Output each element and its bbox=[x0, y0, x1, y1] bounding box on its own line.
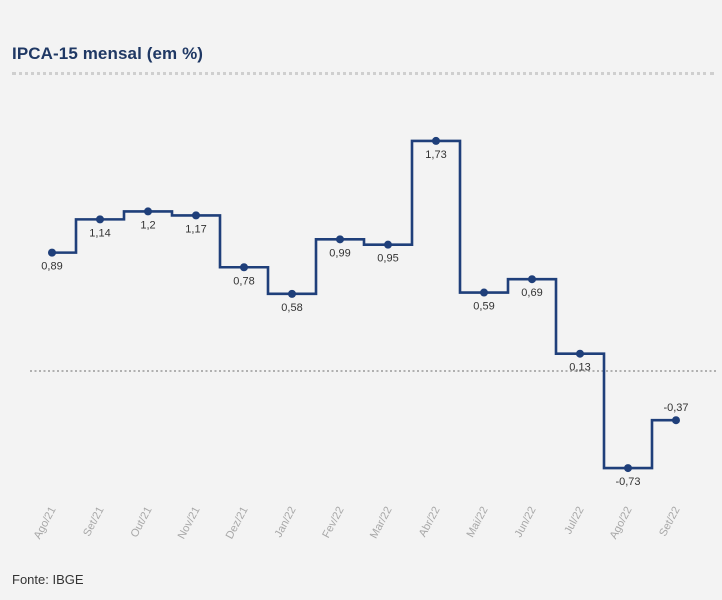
x-tick-label: Jul/22 bbox=[562, 505, 586, 537]
data-point-dez-21 bbox=[240, 263, 248, 272]
x-tick-label: Ago/21 bbox=[32, 505, 59, 541]
title-divider bbox=[12, 72, 714, 75]
data-label-mai-22: 0,59 bbox=[473, 301, 494, 313]
x-tick-label: Dez/21 bbox=[224, 505, 251, 541]
data-point-set-22 bbox=[672, 416, 680, 425]
source-note: Fonte: IBGE bbox=[12, 572, 84, 587]
data-point-mar-22 bbox=[384, 240, 392, 249]
chart-title: IPCA-15 mensal (em %) bbox=[12, 44, 204, 63]
x-tick-label: Mar/22 bbox=[368, 505, 395, 541]
data-point-out-21 bbox=[144, 207, 152, 216]
data-label-out-21: 1,2 bbox=[140, 219, 155, 231]
x-tick-label: Nov/21 bbox=[176, 505, 203, 541]
chart-plot: 0,89 1,14 1,2 1,17 0,78 0,58 0,99 0,95 1,73 0,59 0… bbox=[30, 136, 718, 541]
data-label-jun-22: 0,69 bbox=[521, 287, 542, 299]
data-point-fev-22 bbox=[336, 235, 344, 244]
data-point-set-21 bbox=[96, 215, 104, 224]
data-label-set-21: 1,14 bbox=[89, 227, 110, 239]
data-label-abr-22: 1,73 bbox=[425, 149, 446, 161]
x-tick-label: Set/21 bbox=[81, 505, 107, 539]
data-label-fev-22: 0,99 bbox=[329, 247, 350, 259]
x-tick-label: Abr/22 bbox=[417, 505, 443, 539]
data-label-ago-21: 0,89 bbox=[41, 261, 62, 273]
data-point-jun-22 bbox=[528, 275, 536, 284]
x-tick-label: Mai/22 bbox=[465, 505, 491, 540]
data-label-mar-22: 0,95 bbox=[377, 253, 398, 265]
data-point-mai-22 bbox=[480, 288, 488, 297]
data-label-jan-22: 0,58 bbox=[281, 302, 302, 314]
series-step-line bbox=[52, 139, 676, 470]
data-label-jul-22: 0,13 bbox=[569, 362, 590, 374]
x-tick-label: Ago/22 bbox=[608, 505, 635, 541]
x-tick-label: Jun/22 bbox=[513, 505, 539, 540]
x-tick-label: Out/21 bbox=[129, 505, 155, 540]
data-label-nov-21: 1,17 bbox=[185, 223, 206, 235]
data-label-set-22: -0,37 bbox=[663, 402, 688, 414]
data-label-dez-21: 0,78 bbox=[233, 275, 254, 287]
x-tick-label: Fev/22 bbox=[320, 505, 346, 540]
data-point-ago-22 bbox=[624, 464, 632, 473]
x-tick-label: Jan/22 bbox=[273, 505, 299, 540]
data-label-ago-22: -0,73 bbox=[615, 476, 640, 488]
x-tick-label: Set/22 bbox=[657, 505, 683, 539]
data-point-nov-21 bbox=[192, 211, 200, 220]
data-point-jan-22 bbox=[288, 289, 296, 298]
data-point-jul-22 bbox=[576, 349, 584, 358]
data-point-ago-21 bbox=[48, 248, 56, 257]
data-point-abr-22 bbox=[432, 136, 440, 145]
